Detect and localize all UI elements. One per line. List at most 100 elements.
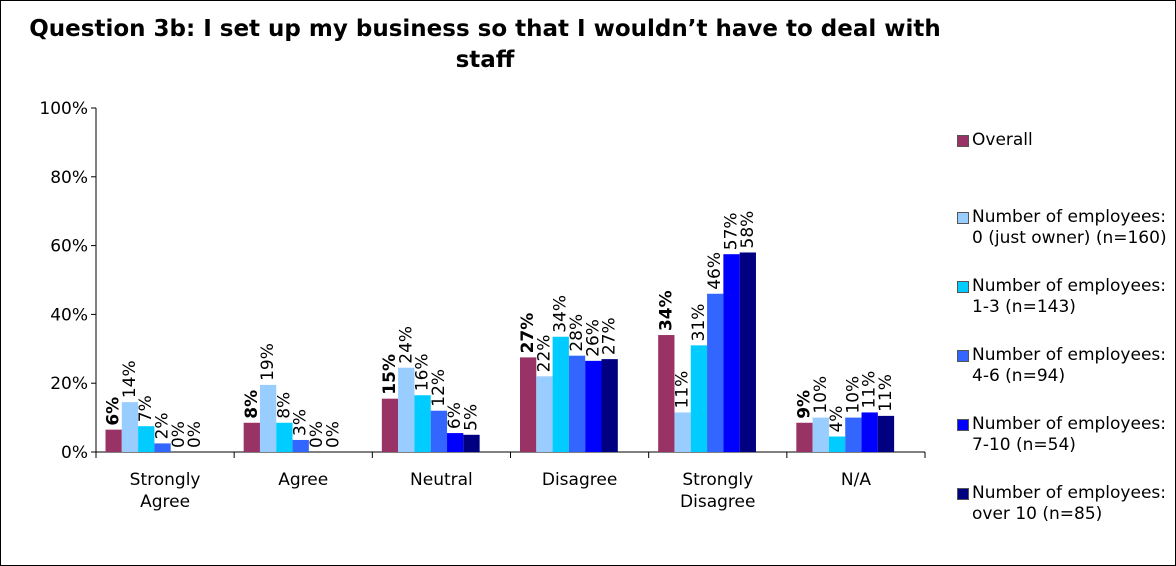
data-label: 11%: [673, 371, 693, 409]
bar: [276, 422, 293, 452]
data-label: 0%: [323, 421, 343, 448]
data-label: 15%: [380, 354, 400, 395]
legend-item: Number of employees: 0 (just owner) (n=1…: [957, 207, 1167, 249]
data-label: 27%: [518, 313, 538, 354]
bar: [292, 439, 309, 452]
bar: [723, 254, 740, 452]
bar: [259, 384, 277, 452]
bar: [414, 395, 431, 452]
legend-swatch: [957, 419, 969, 431]
data-label: 27%: [600, 317, 620, 355]
x-tick-label: Strongly Disagree: [680, 470, 755, 512]
data-label: 10%: [843, 376, 863, 414]
y-tick-label: 100%: [39, 99, 88, 119]
data-label: 11%: [876, 374, 896, 412]
bar: [430, 410, 448, 452]
legend-item: Number of employees: 1-3 (n=143): [957, 276, 1166, 318]
bar: [707, 293, 724, 452]
bar: [674, 412, 691, 452]
legend-swatch: [957, 488, 969, 500]
bar: [243, 422, 260, 452]
x-tick-label: Strongly Agree: [130, 470, 201, 512]
x-tick-label: Disagree: [542, 470, 617, 490]
data-label: 14%: [120, 360, 140, 398]
bar: [845, 417, 862, 452]
data-label: 11%: [860, 371, 880, 409]
bar: [447, 433, 464, 452]
legend-swatch: [957, 281, 969, 293]
y-tick-label: 60%: [50, 237, 88, 257]
bar: [552, 336, 569, 452]
bar: [796, 422, 813, 452]
bar: [585, 360, 602, 452]
legend-item: Overall: [957, 130, 1033, 151]
bar: [828, 436, 846, 452]
bar: [690, 345, 708, 452]
data-label: 58%: [738, 211, 758, 249]
data-label: 19%: [258, 343, 278, 381]
bar: [658, 335, 675, 452]
data-label: 10%: [811, 376, 831, 414]
data-label: 24%: [396, 326, 416, 364]
bar: [105, 429, 122, 452]
y-tick-label: 20%: [50, 374, 88, 394]
legend-swatch: [957, 350, 969, 362]
bar: [568, 355, 586, 452]
legend-item: Number of employees: 7-10 (n=54): [957, 414, 1166, 456]
bar: [861, 412, 878, 452]
bar: [812, 417, 829, 452]
data-label: 46%: [705, 252, 725, 290]
bar: [154, 443, 171, 452]
legend-label: Number of employees: 0 (just owner) (n=1…: [972, 207, 1167, 248]
data-label: 12%: [429, 369, 449, 407]
data-label: 0%: [169, 421, 189, 448]
legend-label: Number of employees: 4-6 (n=94): [972, 345, 1166, 386]
data-label: 28%: [567, 314, 587, 352]
legend-item: Number of employees: 4-6 (n=94): [957, 345, 1166, 387]
bar: [138, 426, 155, 452]
data-label: 9%: [794, 390, 814, 419]
chart-title: Question 3b: I set up my business so tha…: [29, 16, 941, 73]
data-label: 26%: [583, 319, 603, 357]
legend-label: Number of employees: 1-3 (n=143): [972, 276, 1166, 317]
bar: [877, 415, 895, 452]
legend-swatch: [957, 212, 969, 224]
bar: [463, 434, 480, 452]
data-label: 3%: [291, 409, 311, 436]
data-label: 4%: [827, 406, 847, 433]
data-label: 57%: [722, 212, 742, 250]
data-label: 34%: [656, 290, 676, 331]
data-label: 8%: [274, 392, 294, 419]
data-label: 0%: [185, 421, 205, 448]
bar-chart: 0% 20% 40% 60% 80% 100% Strongly Agree Agree Neut…: [39, 99, 926, 512]
data-label: 6%: [104, 397, 124, 426]
data-label: 5%: [461, 404, 481, 431]
y-tick-label: 40%: [50, 305, 88, 325]
data-label: 6%: [445, 402, 465, 429]
bar: [536, 376, 553, 452]
bar: [601, 359, 618, 452]
x-tick-label: Neutral: [410, 470, 473, 490]
legend-item: Number of employees: over 10 (n=85): [957, 483, 1166, 525]
data-label: 7%: [136, 395, 156, 422]
data-label: 22%: [534, 335, 554, 373]
bar: [121, 402, 139, 452]
data-label: 34%: [551, 295, 571, 333]
x-tick-label: Agree: [278, 470, 328, 490]
x-tick-label: N/A: [841, 470, 871, 490]
legend-label: Number of employees: 7-10 (n=54): [972, 414, 1166, 455]
legend-label: Overall: [972, 130, 1033, 150]
bar: [381, 398, 399, 452]
bar: [739, 252, 756, 452]
data-label: 8%: [242, 390, 262, 419]
legend-label: Number of employees: over 10 (n=85): [972, 483, 1166, 524]
data-label: 2%: [153, 412, 173, 439]
y-tick-label: 0%: [61, 443, 88, 463]
bar: [398, 367, 415, 452]
data-label: 31%: [689, 304, 709, 342]
data-label: 0%: [307, 421, 327, 448]
data-label: 16%: [413, 353, 433, 391]
bar: [520, 357, 537, 452]
y-tick-label: 80%: [50, 168, 88, 188]
